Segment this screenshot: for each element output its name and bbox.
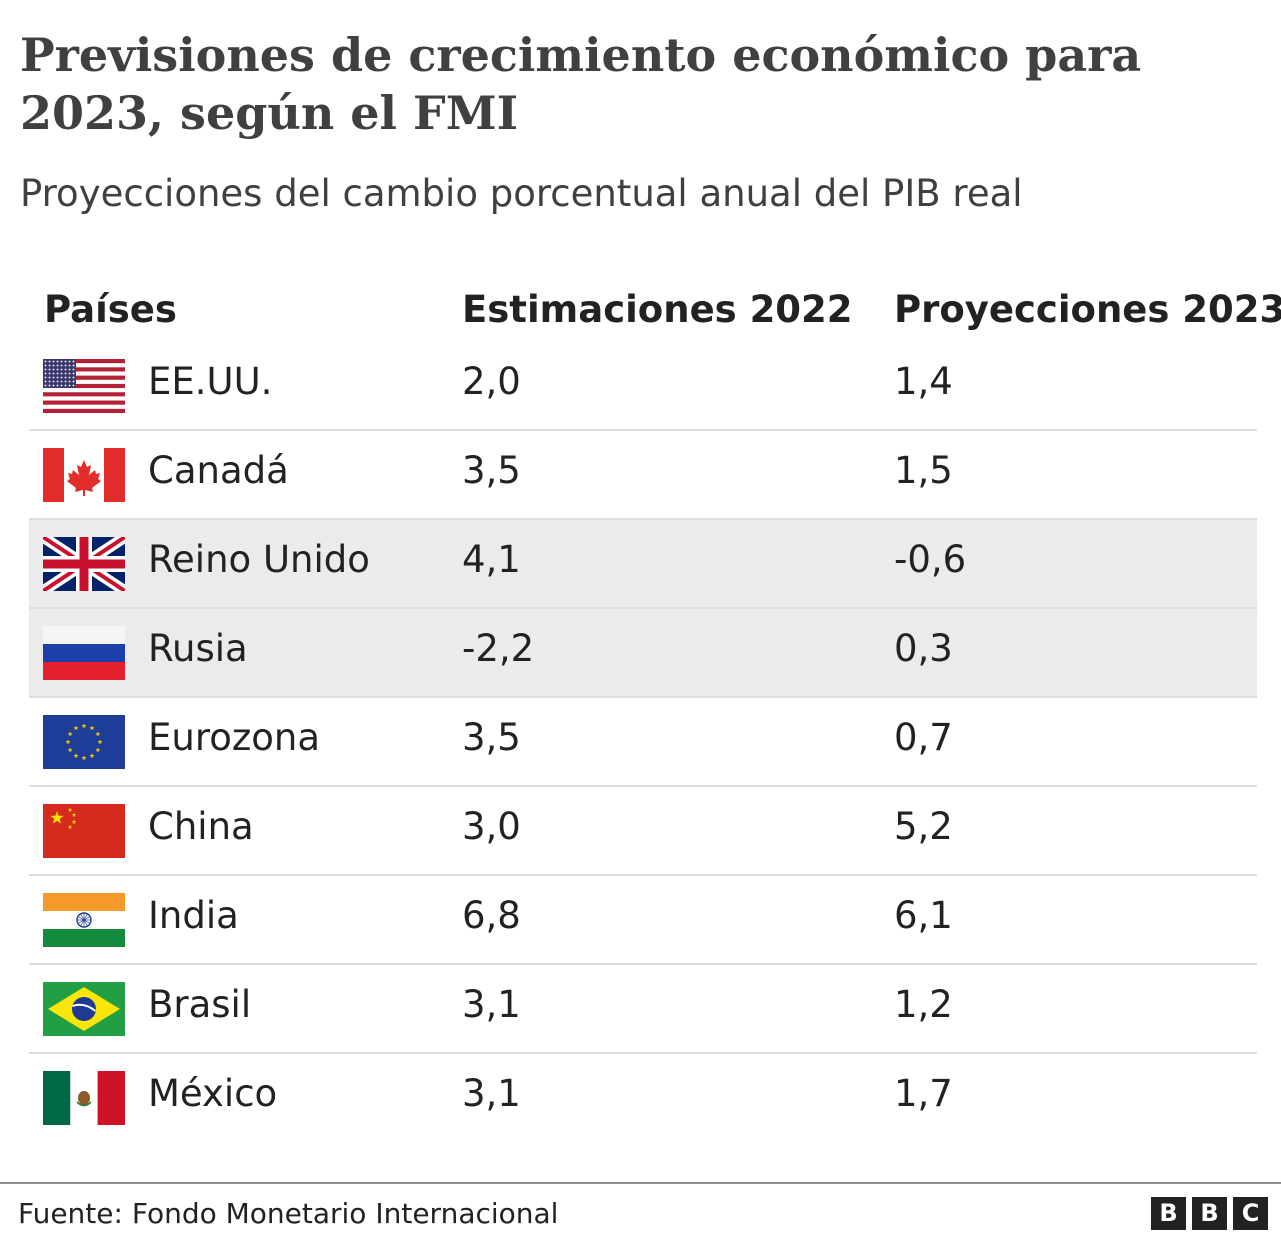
chart-subtitle: Proyecciones del cambio porcentual anual… <box>20 172 1023 215</box>
estimate-2022-value: 2,0 <box>462 360 521 403</box>
bbc-logo: B B C <box>1151 1197 1268 1230</box>
projection-2023-value: 0,7 <box>894 716 953 759</box>
estimate-2022-value: -2,2 <box>462 627 535 670</box>
table-row: México 3,1 1,7 <box>29 1054 1257 1141</box>
india-flag-icon <box>43 893 125 947</box>
estimate-2022-value: 4,1 <box>462 538 521 581</box>
country-name: China <box>148 805 254 848</box>
table-row: Eurozona 3,5 0,7 <box>29 698 1257 787</box>
source-note: Fuente: Fondo Monetario Internacional <box>18 1197 559 1230</box>
table-row: Rusia -2,2 0,3 <box>29 609 1257 698</box>
estimate-2022-value: 3,0 <box>462 805 521 848</box>
projection-2023-value: 5,2 <box>894 805 953 848</box>
mexico-flag-icon <box>43 1071 125 1125</box>
table-row: EE.UU. 2,0 1,4 <box>29 342 1257 431</box>
brazil-flag-icon <box>43 982 125 1036</box>
bbc-logo-letter: B <box>1192 1197 1227 1230</box>
header-countries: Países <box>44 288 177 331</box>
russia-flag-icon <box>43 626 125 680</box>
growth-table: Países Estimaciones 2022 Proyecciones 20… <box>29 280 1281 1141</box>
header-projections-2023: Proyecciones 2023 <box>894 288 1281 331</box>
country-name: India <box>148 894 239 937</box>
table-header: Países Estimaciones 2022 Proyecciones 20… <box>29 280 1281 342</box>
estimate-2022-value: 3,1 <box>462 1072 521 1115</box>
bbc-logo-letter: C <box>1233 1197 1268 1230</box>
table-row: China 3,0 5,2 <box>29 787 1257 876</box>
table-row: India 6,8 6,1 <box>29 876 1257 965</box>
eu-flag-icon <box>43 715 125 769</box>
header-estimates-2022: Estimaciones 2022 <box>462 288 853 331</box>
china-flag-icon <box>43 804 125 858</box>
country-name: Canadá <box>148 449 289 492</box>
table-row: Canadá 3,5 1,5 <box>29 431 1257 520</box>
projection-2023-value: -0,6 <box>894 538 967 581</box>
estimate-2022-value: 3,1 <box>462 983 521 1026</box>
country-name: Eurozona <box>148 716 321 759</box>
canada-flag-icon <box>43 448 125 502</box>
bbc-logo-letter: B <box>1151 1197 1186 1230</box>
country-name: EE.UU. <box>148 360 273 403</box>
projection-2023-value: 6,1 <box>894 894 953 937</box>
projection-2023-value: 1,7 <box>894 1072 953 1115</box>
estimate-2022-value: 3,5 <box>462 449 521 492</box>
table-body: EE.UU. 2,0 1,4 Canadá 3,5 1,5 Reino Unido 4,1 -0… <box>29 342 1257 1141</box>
projection-2023-value: 1,4 <box>894 360 953 403</box>
projection-2023-value: 1,5 <box>894 449 953 492</box>
estimate-2022-value: 3,5 <box>462 716 521 759</box>
usa-flag-icon <box>43 359 125 413</box>
country-name: Brasil <box>148 983 252 1026</box>
projection-2023-value: 1,2 <box>894 983 953 1026</box>
estimate-2022-value: 6,8 <box>462 894 521 937</box>
country-name: México <box>148 1072 278 1115</box>
country-name: Reino Unido <box>148 538 370 581</box>
chart-title: Previsiones de crecimiento económico par… <box>20 28 1142 140</box>
projection-2023-value: 0,3 <box>894 627 953 670</box>
footer-divider <box>0 1182 1281 1184</box>
country-name: Rusia <box>148 627 248 670</box>
uk-flag-icon <box>43 537 125 591</box>
table-row: Reino Unido 4,1 -0,6 <box>29 520 1257 609</box>
table-row: Brasil 3,1 1,2 <box>29 965 1257 1054</box>
